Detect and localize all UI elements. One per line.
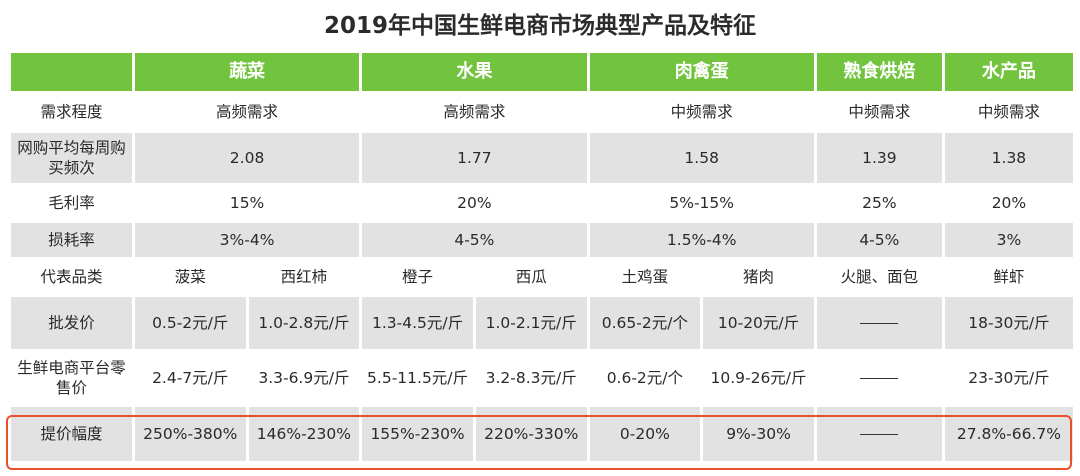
row-label-loss: 损耗率	[11, 223, 132, 257]
header-seafood: 水产品	[944, 53, 1073, 91]
table-cell: 155%-230%	[362, 407, 473, 461]
table-cell: 高频需求	[134, 94, 360, 130]
table-cell: 中频需求	[589, 94, 814, 130]
table-cell: 1.5%-4%	[589, 223, 814, 257]
table-row: 提价幅度 250%-380% 146%-230% 155%-230% 220%-…	[11, 407, 1073, 461]
table-cell: 3.3-6.9元/斤	[248, 352, 360, 404]
table-cell: 9%-30%	[703, 407, 814, 461]
table-cell: 中频需求	[944, 94, 1073, 130]
table-cell: 4-5%	[816, 223, 942, 257]
table-cell: 4-5%	[362, 223, 587, 257]
table-cell: 146%-230%	[248, 407, 360, 461]
table-cell: 20%	[362, 186, 587, 220]
table-cell	[816, 407, 942, 461]
table-row: 生鲜电商平台零售价 2.4-7元/斤 3.3-6.9元/斤 5.5-11.5元/…	[11, 352, 1073, 404]
table-cell: 25%	[816, 186, 942, 220]
table-cell: 1.38	[944, 133, 1073, 183]
header-vegetables: 蔬菜	[134, 53, 360, 91]
row-label-markup: 提价幅度	[11, 407, 132, 461]
table-cell: 1.77	[362, 133, 587, 183]
table-cell: 0.6-2元/个	[589, 352, 701, 404]
row-label-frequency: 网购平均每周购买频次	[11, 133, 132, 183]
table-cell: 1.0-2.1元/斤	[475, 297, 587, 349]
table-row: 损耗率 3%-4% 4-5% 1.5%-4% 4-5% 3%	[11, 223, 1073, 257]
table-cell: 西红柿	[248, 260, 360, 294]
table-cell: 猪肉	[703, 260, 814, 294]
dash-placeholder	[860, 378, 899, 379]
table-cell: 1.3-4.5元/斤	[362, 297, 473, 349]
table-cell	[816, 352, 942, 404]
table-cell: 菠菜	[134, 260, 246, 294]
table-cell: 0-20%	[589, 407, 701, 461]
table-cell: 27.8%-66.7%	[944, 407, 1073, 461]
table-row: 需求程度 高频需求 高频需求 中频需求 中频需求 中频需求	[11, 94, 1073, 130]
row-label-wholesale: 批发价	[11, 297, 132, 349]
row-label-margin: 毛利率	[11, 186, 132, 220]
table-row: 代表品类 菠菜 西红柿 橙子 西瓜 土鸡蛋 猪肉 火腿、面包 鲜虾	[11, 260, 1073, 294]
table-cell: 鲜虾	[944, 260, 1073, 294]
table-cell: 23-30元/斤	[944, 352, 1073, 404]
header-deli-bakery: 熟食烘焙	[816, 53, 942, 91]
table-cell: 0.5-2元/斤	[134, 297, 246, 349]
product-feature-table: 蔬菜 水果 肉禽蛋 熟食烘焙 水产品 需求程度 高频需求 高频需求 中频需求 中…	[8, 50, 1076, 464]
table-cell: 250%-380%	[134, 407, 246, 461]
header-meat-eggs: 肉禽蛋	[589, 53, 814, 91]
table-cell: 1.39	[816, 133, 942, 183]
table-cell: 3.2-8.3元/斤	[475, 352, 587, 404]
header-fruits: 水果	[362, 53, 587, 91]
table-cell: 2.08	[134, 133, 360, 183]
table-cell: 1.0-2.8元/斤	[248, 297, 360, 349]
table-cell: 0.65-2元/个	[589, 297, 701, 349]
table-cell: 3%	[944, 223, 1073, 257]
table-cell: 1.58	[589, 133, 814, 183]
table-cell: 10.9-26元/斤	[703, 352, 814, 404]
table-cell: 橙子	[362, 260, 473, 294]
table-cell: 220%-330%	[475, 407, 587, 461]
table-cell: 2.4-7元/斤	[134, 352, 246, 404]
table-cell	[816, 297, 942, 349]
table-cell: 高频需求	[362, 94, 587, 130]
table-cell: 5.5-11.5元/斤	[362, 352, 473, 404]
table-cell: 20%	[944, 186, 1073, 220]
table-cell: 土鸡蛋	[589, 260, 701, 294]
dash-placeholder	[860, 434, 899, 435]
table-cell: 10-20元/斤	[703, 297, 814, 349]
table-cell: 中频需求	[816, 94, 942, 130]
table-row: 批发价 0.5-2元/斤 1.0-2.8元/斤 1.3-4.5元/斤 1.0-2…	[11, 297, 1073, 349]
row-label-products: 代表品类	[11, 260, 132, 294]
table-cell: 18-30元/斤	[944, 297, 1073, 349]
table-cell: 5%-15%	[589, 186, 814, 220]
table-cell: 15%	[134, 186, 360, 220]
table-cell: 西瓜	[475, 260, 587, 294]
dash-placeholder	[860, 323, 899, 324]
header-corner	[11, 53, 132, 91]
table-row: 网购平均每周购买频次 2.08 1.77 1.58 1.39 1.38	[11, 133, 1073, 183]
table-row: 毛利率 15% 20% 5%-15% 25% 20%	[11, 186, 1073, 220]
table-cell: 3%-4%	[134, 223, 360, 257]
page-title: 2019年中国生鲜电商市场典型产品及特征	[323, 13, 756, 39]
row-label-retail: 生鲜电商平台零售价	[11, 352, 132, 404]
row-label-demand: 需求程度	[11, 94, 132, 130]
table-cell: 火腿、面包	[816, 260, 942, 294]
